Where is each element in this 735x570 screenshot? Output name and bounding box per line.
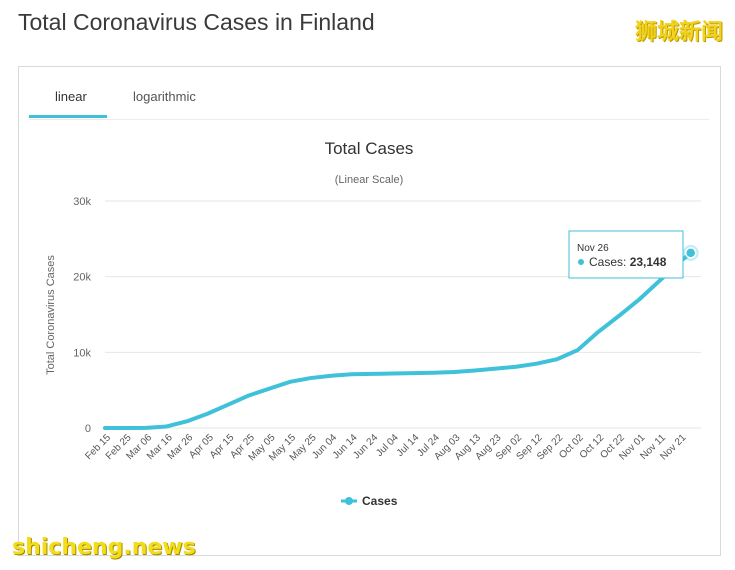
line-chart: Total Cases (Linear Scale) Total Coronav… (45, 139, 701, 508)
chart-subtitle: (Linear Scale) (335, 174, 403, 186)
watermark-top: 狮城新闻 (634, 19, 723, 44)
y-tick-label: 10k (73, 347, 91, 359)
series-line (103, 250, 693, 430)
tab-logarithmic[interactable]: logarithmic (133, 89, 196, 104)
page-title: Total Coronavirus Cases in Finland (18, 9, 375, 35)
y-tick-label: 20k (73, 272, 91, 284)
legend-marker (345, 497, 353, 505)
grid-lines (105, 200, 701, 429)
y-axis-label: Total Coronavirus Cases (45, 255, 57, 375)
y-tick-label: 0 (85, 423, 91, 435)
y-axis-ticks: 0 10k 20k 30k (73, 196, 91, 435)
legend-label-cases[interactable]: Cases (362, 494, 398, 508)
tooltip: Nov 26 Cases: 23,148 (568, 230, 684, 279)
scale-tabs: linear logarithmic (29, 67, 709, 120)
chart-title: Total Cases (325, 139, 414, 158)
active-tab-indicator (29, 115, 107, 118)
tooltip-date: Nov 26 (577, 243, 609, 254)
highlight-point (684, 247, 697, 259)
tooltip-box (568, 230, 684, 279)
y-tick-label: 30k (73, 196, 91, 208)
tooltip-series-label: Cases: 23,148 (589, 255, 667, 269)
tab-linear[interactable]: linear (55, 89, 87, 104)
chart-card: linear logarithmic Total Cases (Linear S… (18, 66, 721, 556)
watermark-bottom: shicheng.news (12, 535, 196, 560)
legend[interactable]: Cases (341, 494, 398, 508)
tooltip-marker (578, 259, 584, 265)
series-cases (103, 244, 699, 430)
